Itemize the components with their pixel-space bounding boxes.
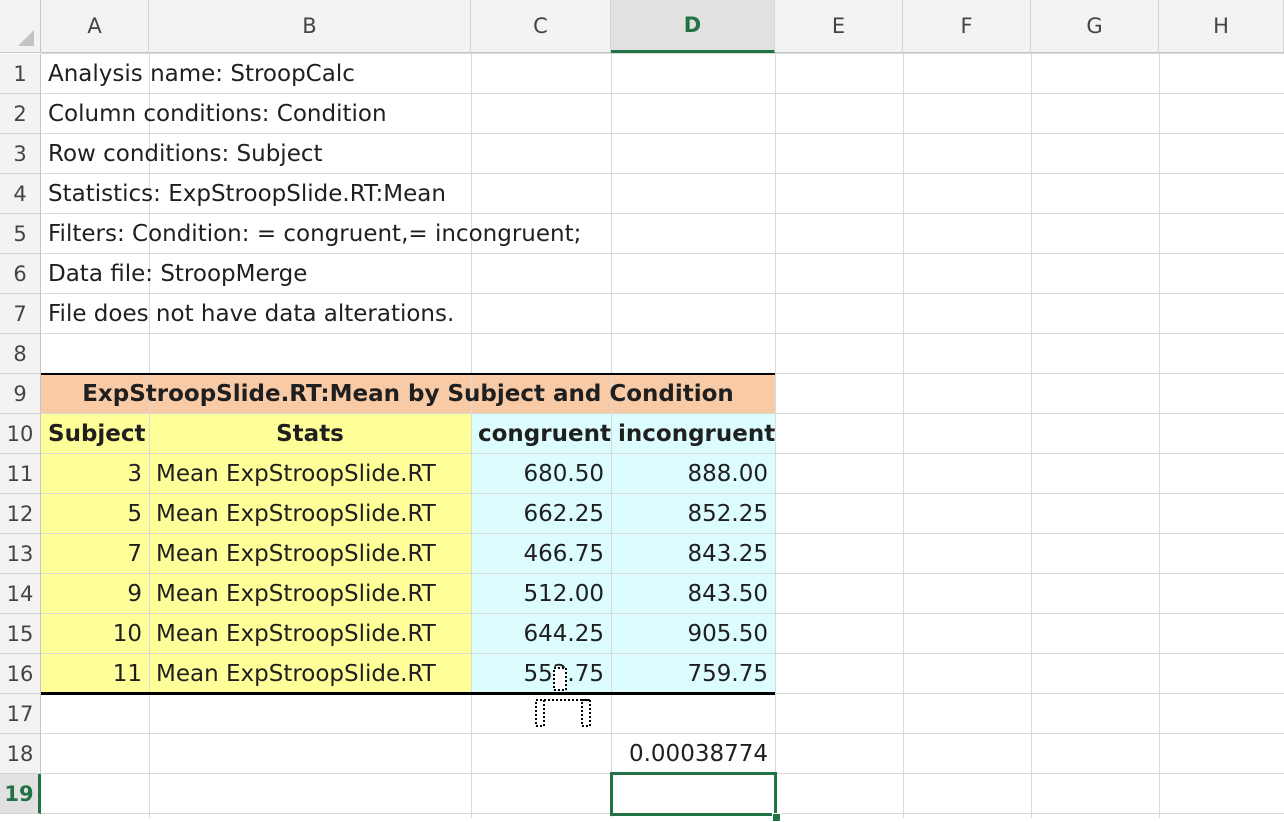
table-title[interactable]: ExpStroopSlide.RT:Mean by Subject and Co… <box>82 381 734 407</box>
table-title-fill <box>41 374 775 414</box>
gridline-vertical <box>149 53 150 818</box>
congruent-cell[interactable]: 680.50 <box>523 461 604 487</box>
row-header-7[interactable]: 7 <box>0 294 41 334</box>
gridline-horizontal <box>41 333 1284 334</box>
column-header-f[interactable]: F <box>903 0 1031 53</box>
info-line[interactable]: Column conditions: Condition <box>48 101 387 127</box>
info-line[interactable]: File does not have data alterations. <box>48 301 455 327</box>
gridline-horizontal <box>41 653 1284 654</box>
values-fill <box>471 414 775 694</box>
stat-cell[interactable]: Mean ExpStroopSlide.RT <box>156 541 436 567</box>
gridline-horizontal <box>41 93 1284 94</box>
header-congruent[interactable]: congruent <box>478 421 611 447</box>
select-all-triangle-icon <box>18 30 34 46</box>
column-header-e[interactable]: E <box>775 0 903 53</box>
row-header-12[interactable]: 12 <box>0 494 41 534</box>
column-header-h[interactable]: H <box>1159 0 1284 53</box>
subject-cell[interactable]: 11 <box>112 661 142 687</box>
incongruent-cell[interactable]: 852.25 <box>687 501 768 527</box>
congruent-cell[interactable]: 662.25 <box>523 501 604 527</box>
congruent-cell[interactable]: 644.25 <box>523 621 604 647</box>
stat-cell[interactable]: Mean ExpStroopSlide.RT <box>156 661 436 687</box>
subject-cell[interactable]: 7 <box>127 541 142 567</box>
incongruent-cell[interactable]: 759.75 <box>687 661 768 687</box>
gridline-vertical <box>471 53 472 818</box>
row-labels-fill <box>41 414 471 694</box>
row-header-10[interactable]: 10 <box>0 414 41 454</box>
gridline-horizontal <box>41 533 1284 534</box>
gridline-horizontal <box>41 253 1284 254</box>
gridline-horizontal <box>41 453 1284 454</box>
subject-cell[interactable]: 9 <box>127 581 142 607</box>
gridline-horizontal <box>41 53 1284 54</box>
result-value-cell[interactable]: 0.00038774 <box>628 741 768 767</box>
row-header-9[interactable]: 9 <box>0 374 41 414</box>
column-header-b[interactable]: B <box>149 0 471 53</box>
incongruent-cell[interactable]: 843.50 <box>687 581 768 607</box>
gridline-horizontal <box>41 613 1284 614</box>
row-header-17[interactable]: 17 <box>0 694 41 734</box>
gridline-horizontal <box>41 173 1284 174</box>
row-header-16[interactable]: 16 <box>0 654 41 694</box>
header-stats[interactable]: Stats <box>276 421 344 447</box>
gridline-horizontal <box>41 413 1284 414</box>
gridline-horizontal <box>41 293 1284 294</box>
gridline-horizontal <box>41 573 1284 574</box>
gridline-vertical <box>775 53 776 818</box>
row-header-2[interactable]: 2 <box>0 94 41 134</box>
row-header-15[interactable]: 15 <box>0 614 41 654</box>
column-header-c[interactable]: C <box>471 0 611 53</box>
drag-cursor-icon <box>535 667 591 727</box>
header-subject[interactable]: Subject <box>48 421 146 447</box>
column-header-g[interactable]: G <box>1031 0 1159 53</box>
select-all-corner[interactable] <box>0 0 41 53</box>
gridline-horizontal <box>41 493 1284 494</box>
row-header-11[interactable]: 11 <box>0 454 41 494</box>
gridline-vertical <box>611 53 612 818</box>
congruent-cell[interactable]: 512.00 <box>523 581 604 607</box>
stat-cell[interactable]: Mean ExpStroopSlide.RT <box>156 501 436 527</box>
selected-cell-d19[interactable] <box>610 772 777 816</box>
row-header-8[interactable]: 8 <box>0 334 41 374</box>
incongruent-cell[interactable]: 888.00 <box>687 461 768 487</box>
stat-cell[interactable]: Mean ExpStroopSlide.RT <box>156 581 436 607</box>
table-bottom-border <box>41 692 775 695</box>
row-header-6[interactable]: 6 <box>0 254 41 294</box>
row-header-19[interactable]: 19 <box>0 774 41 814</box>
row-header-14[interactable]: 14 <box>0 574 41 614</box>
row-header-1[interactable]: 1 <box>0 54 41 94</box>
column-header-d[interactable]: D <box>611 0 775 53</box>
row-header-4[interactable]: 4 <box>0 174 41 214</box>
info-line[interactable]: Data file: StroopMerge <box>48 261 308 287</box>
row-header-18[interactable]: 18 <box>0 734 41 774</box>
table-top-border <box>41 373 775 375</box>
gridline-vertical <box>903 53 904 818</box>
row-header-13[interactable]: 13 <box>0 534 41 574</box>
column-header-a[interactable]: A <box>41 0 149 53</box>
stat-cell[interactable]: Mean ExpStroopSlide.RT <box>156 621 436 647</box>
gridline-vertical <box>1159 53 1160 818</box>
subject-cell[interactable]: 10 <box>112 621 142 647</box>
info-line[interactable]: Row conditions: Subject <box>48 141 323 167</box>
congruent-cell[interactable]: 466.75 <box>523 541 604 567</box>
gridline-horizontal <box>41 213 1284 214</box>
info-line[interactable]: Statistics: ExpStroopSlide.RT:Mean <box>48 181 446 207</box>
incongruent-cell[interactable]: 905.50 <box>687 621 768 647</box>
gridline-horizontal <box>41 733 1284 734</box>
info-line[interactable]: Analysis name: StroopCalc <box>48 61 355 87</box>
header-incongruent[interactable]: incongruent <box>618 421 776 447</box>
stat-cell[interactable]: Mean ExpStroopSlide.RT <box>156 461 436 487</box>
incongruent-cell[interactable]: 843.25 <box>687 541 768 567</box>
subject-cell[interactable]: 3 <box>127 461 142 487</box>
row-header-3[interactable]: 3 <box>0 134 41 174</box>
subject-cell[interactable]: 5 <box>127 501 142 527</box>
info-line[interactable]: Filters: Condition: = congruent,= incong… <box>48 221 582 247</box>
gridline-vertical <box>1031 53 1032 818</box>
row-header-5[interactable]: 5 <box>0 214 41 254</box>
gridline-horizontal <box>41 133 1284 134</box>
